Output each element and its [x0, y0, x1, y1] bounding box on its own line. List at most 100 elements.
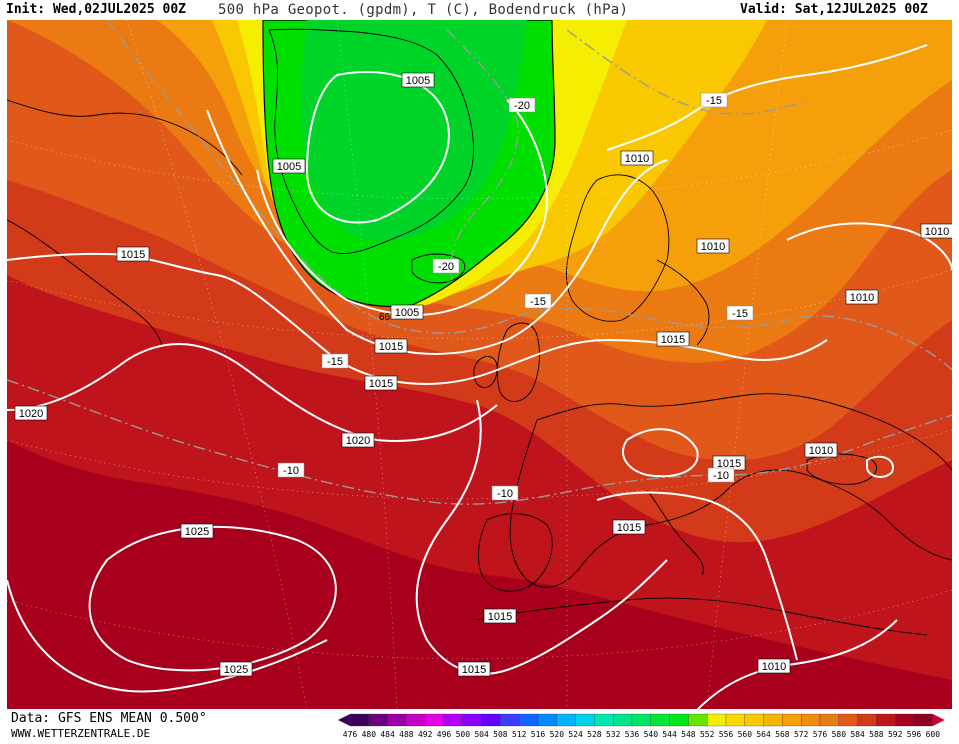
weather-map[interactable]: 1005 1005 1010 1010 1010 1010 1015 1015 … — [7, 20, 952, 709]
svg-text:-20: -20 — [438, 261, 454, 273]
svg-text:1005: 1005 — [395, 307, 419, 319]
svg-text:1010: 1010 — [850, 292, 874, 304]
legend-swatch — [801, 713, 821, 727]
temp-label-4: -15 — [726, 305, 754, 321]
iso-label-16: 1025 — [219, 661, 253, 677]
iso-label-2: 1010 — [620, 150, 654, 166]
legend-swatch — [744, 713, 764, 727]
legend-swatch — [425, 713, 445, 727]
data-source: Data: GFS ENS MEAN 0.500° — [11, 711, 207, 726]
coast-baltic — [656, 259, 710, 346]
graticule — [7, 20, 952, 709]
svg-text:-10: -10 — [713, 470, 729, 482]
coast-europe — [509, 393, 952, 588]
isotherm-minus20 — [446, 29, 519, 281]
legend-swatch — [782, 713, 802, 727]
legend-swatch — [819, 713, 839, 727]
iso-label-3: 1010 — [696, 238, 730, 254]
iso-label-9: 1015 — [712, 455, 746, 471]
legend-swatch — [876, 713, 896, 727]
coast-scandinavia — [566, 174, 670, 322]
temperature-isotherms — [7, 20, 952, 505]
legend-swatch — [537, 713, 557, 727]
iso-label-14: 1020 — [341, 432, 375, 448]
legend-value-label: 528 — [587, 730, 602, 739]
temperature-labels: -20 -20 -15 -15 -15 -15 -10 -10 -10 — [277, 92, 754, 501]
legend-value-label: 512 — [512, 730, 527, 739]
svg-text:1010: 1010 — [625, 153, 649, 165]
svg-text:1020: 1020 — [19, 408, 43, 420]
legend-value-label: 496 — [437, 730, 452, 739]
iso-label-20: 1015 — [374, 338, 408, 354]
svg-text:1020: 1020 — [346, 435, 370, 447]
legend-swatch — [556, 713, 576, 727]
legend-value-label: 476 — [343, 730, 358, 739]
iso-label-5: 1010 — [920, 223, 952, 239]
coast-iberia — [477, 513, 553, 592]
init-time: Init: Wed,02JUL2025 00Z — [6, 2, 187, 17]
legend-swatch — [895, 713, 915, 727]
legend-swatch — [669, 713, 689, 727]
legend-value-label: 488 — [399, 730, 414, 739]
coast-africa — [476, 597, 928, 636]
svg-text:-15: -15 — [530, 296, 546, 308]
legend-swatch — [349, 713, 369, 727]
coast-canada — [7, 99, 243, 346]
legend-swatch — [519, 713, 539, 727]
svg-text:1015: 1015 — [121, 249, 145, 261]
isotherm-minus10 — [7, 379, 952, 505]
legend-swatch — [594, 713, 614, 727]
legend-value-label: 560 — [738, 730, 753, 739]
svg-text:1010: 1010 — [925, 226, 949, 238]
legend-swatch — [368, 713, 388, 727]
legend-swatch — [387, 713, 407, 727]
temp-label-3: -15 — [524, 293, 552, 309]
legend-value-label: 600 — [926, 730, 941, 739]
temp-label-1: -20 — [432, 258, 460, 274]
svg-text:-15: -15 — [732, 308, 748, 320]
legend-swatch — [462, 713, 482, 727]
temp-label-2: -15 — [700, 92, 728, 108]
legend-value-label: 508 — [493, 730, 508, 739]
legend-swatch — [763, 713, 783, 727]
svg-text:1010: 1010 — [809, 445, 833, 457]
svg-text:1015: 1015 — [369, 378, 393, 390]
svg-text:1025: 1025 — [224, 664, 248, 676]
isobar-1025-loop — [88, 525, 337, 672]
svg-text:-10: -10 — [497, 488, 513, 500]
legend-swatch — [650, 713, 670, 727]
color-legend: 476 480 484 488 492 496 500 504 508 512 516 520 524 5… — [338, 712, 958, 740]
legend-value-label: 516 — [531, 730, 546, 739]
svg-text:1015: 1015 — [462, 664, 486, 676]
legend-value-label: 520 — [550, 730, 565, 739]
legend-value-label: 556 — [719, 730, 734, 739]
svg-text:1015: 1015 — [661, 334, 685, 346]
svg-text:-15: -15 — [706, 95, 722, 107]
map-title: 500 hPa Geopot. (gpdm), T (C), Bodendruc… — [218, 2, 629, 18]
legend-value-label: 492 — [418, 730, 433, 739]
iso-label-13: 1020 — [14, 405, 48, 421]
legend-value-label: 484 — [380, 730, 395, 739]
legend-value-label: 576 — [813, 730, 828, 739]
legend-value-label: 532 — [606, 730, 621, 739]
temp-label-6: -10 — [277, 462, 305, 478]
svg-text:-10: -10 — [283, 465, 299, 477]
svg-text:1015: 1015 — [617, 522, 641, 534]
svg-text:1015: 1015 — [379, 341, 403, 353]
svg-text:1015: 1015 — [488, 611, 512, 623]
temp-label-0: -20 — [508, 97, 536, 113]
coast-italy — [646, 489, 704, 576]
svg-text:1005: 1005 — [406, 75, 430, 87]
map-small-text: 66 — [379, 312, 391, 323]
legend-value-label: 524 — [568, 730, 583, 739]
svg-text:-15: -15 — [327, 356, 343, 368]
legend-value-label: 596 — [907, 730, 922, 739]
iso-label-18: 1010 — [757, 658, 791, 674]
svg-text:1015: 1015 — [717, 458, 741, 470]
coast-iceland — [411, 253, 466, 284]
iso-label-15: 1025 — [180, 523, 214, 539]
iso-label-10: 1015 — [612, 519, 646, 535]
isobar-labels: 1005 1005 1010 1010 1010 1010 1015 1015 … — [14, 72, 952, 677]
legend-swatch — [913, 713, 933, 727]
svg-text:1010: 1010 — [701, 241, 725, 253]
